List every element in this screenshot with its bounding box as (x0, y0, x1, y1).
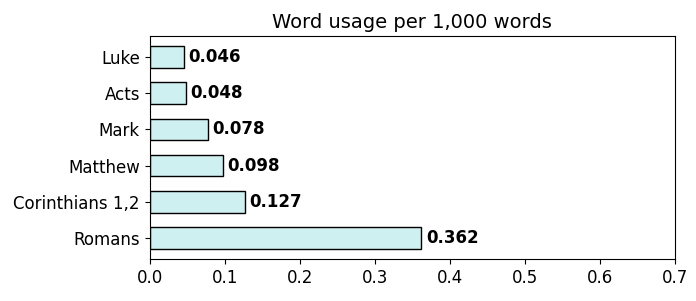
Text: 0.078: 0.078 (213, 120, 265, 138)
Text: 0.046: 0.046 (189, 48, 242, 66)
Bar (150, 191, 245, 213)
Bar (150, 82, 186, 104)
Title: Word usage per 1,000 words: Word usage per 1,000 words (272, 13, 553, 32)
Bar (150, 119, 208, 140)
Bar (150, 227, 421, 249)
Bar (150, 155, 223, 176)
Text: 0.362: 0.362 (426, 229, 479, 247)
Text: 0.098: 0.098 (228, 157, 280, 175)
Bar (150, 46, 184, 68)
Text: 0.048: 0.048 (190, 84, 243, 102)
Text: 0.127: 0.127 (249, 193, 302, 211)
